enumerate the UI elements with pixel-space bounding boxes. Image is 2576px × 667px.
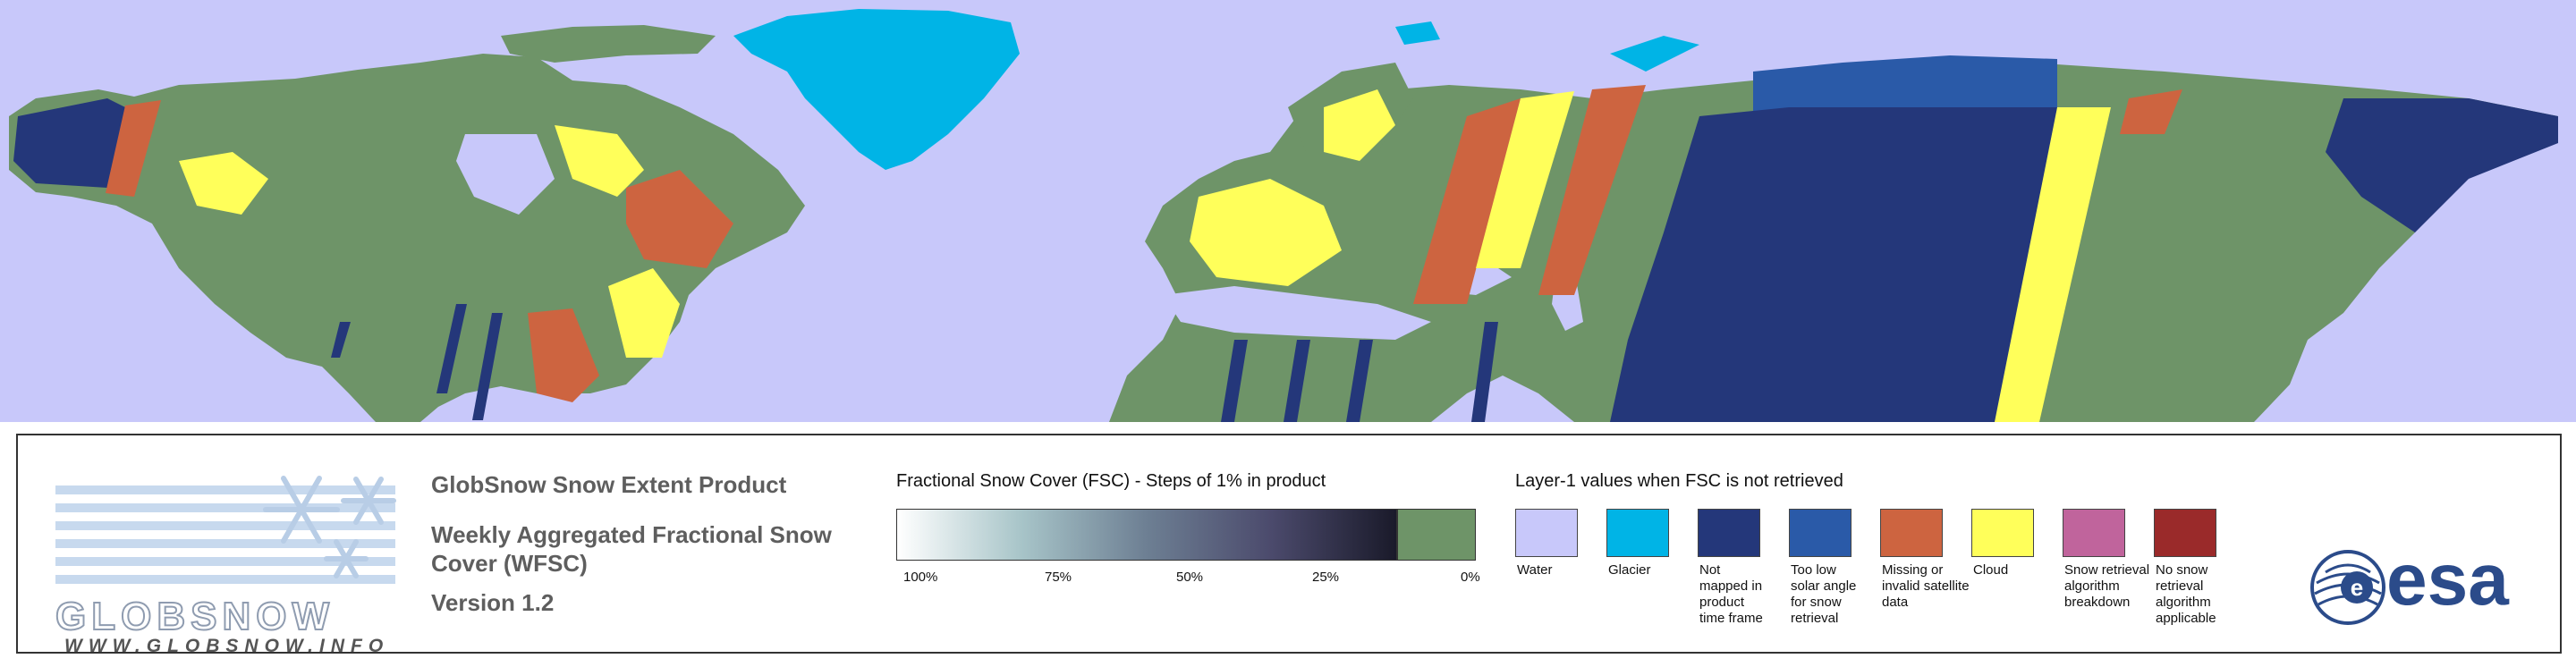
layer1-swatch (1971, 509, 2034, 557)
layer1-label-line: invalid satellite (1882, 578, 1970, 594)
africa-stripe-3 (1346, 340, 1373, 422)
esa-globe-icon: e (2310, 550, 2385, 625)
africa-stripe-2 (1284, 340, 1310, 422)
layer1-label-line: for snow (1791, 595, 1842, 610)
layer1-label-line: Water (1517, 562, 1553, 578)
layer1-label-line: data (1882, 595, 1909, 610)
layer1-label-line: retrieval (2156, 578, 2204, 594)
esa-logo: e esa (2308, 538, 2558, 637)
fsc-zero-swatch (1397, 509, 1476, 561)
fsc-tick: 75% (1045, 570, 1072, 585)
layer1-label-line: breakdown (2064, 595, 2131, 610)
layer1-swatch (1515, 509, 1578, 557)
us-stripe-3 (472, 313, 503, 420)
globsnow-logo: GLOBSNOW WWW.GLOBSNOW.INFO (38, 452, 404, 656)
layer1-heading: Layer-1 values when FSC is not retrieved (1515, 471, 1843, 491)
layer1-swatch-label: Glacier (1608, 562, 1698, 578)
globsnow-wordmark: GLOBSNOW (55, 594, 335, 639)
svalbard (1395, 21, 1440, 45)
fsc-tick: 100% (903, 570, 938, 585)
layer1-label-line: retrieval (1791, 611, 1839, 626)
layer1-swatch-label: Missing or invalid satellite data (1882, 562, 1971, 611)
us-cloud (608, 268, 680, 358)
legend-panel: GLOBSNOW WWW.GLOBSNOW.INFO GlobSnow Snow… (16, 434, 2562, 656)
layer1-swatch (1606, 509, 1669, 557)
layer1-swatch-label: Too low solar angle for snow retrieval (1791, 562, 1880, 627)
russia-missing-band-1 (1413, 98, 1521, 304)
layer1-label-line: Cloud (1973, 562, 2009, 578)
alaska-missing (106, 100, 161, 197)
layer1-label-line: mapped in (1699, 578, 1763, 594)
alaska-not-mapped (13, 98, 125, 188)
layer1-label-line: algorithm (2064, 578, 2120, 594)
product-subtitle-line1: Weekly Aggregated Fractional Snow (431, 521, 832, 548)
layer1-swatch (2063, 509, 2125, 557)
layer1-label-line: time frame (1699, 611, 1763, 626)
globsnow-url: WWW.GLOBSNOW.INFO (64, 636, 390, 656)
novaya-zemlya (1610, 36, 1699, 72)
scandinavia-cloud (1324, 89, 1395, 161)
greenland-glacier (733, 9, 1020, 170)
kamchatka-not-mapped (2326, 98, 2558, 232)
esa-wordmark: esa (2386, 539, 2509, 621)
russia-missing-band-2 (1538, 85, 1646, 295)
logo-stripe (55, 485, 395, 494)
europe-cloud (1190, 179, 1342, 286)
africa-stripe-4 (1471, 322, 1498, 422)
snowflake-icon (263, 476, 396, 578)
layer1-swatch-label: Cloud (1973, 562, 2063, 578)
layer1-swatch (2154, 509, 2216, 557)
fsc-gradient-bar (896, 509, 1397, 561)
layer1-label-line: Glacier (1608, 562, 1651, 578)
layer1-label-line: Snow retrieval (2064, 562, 2150, 578)
layer1-swatch-label: Not mapped in product time frame (1699, 562, 1789, 627)
fsc-tick: 50% (1176, 570, 1204, 585)
logo-stripe (55, 521, 395, 530)
mediterranean-sea (1163, 286, 1431, 340)
logo-stripe (55, 539, 395, 548)
map-svg (9, 9, 2558, 422)
logo-stripe (55, 575, 395, 584)
layer1-swatch-label: No snow retrieval algorithm applicable (2156, 562, 2245, 627)
fsc-tick: 0% (1461, 570, 1480, 585)
layer1-label-line: algorithm (2156, 595, 2211, 610)
japan-land (2281, 250, 2343, 340)
logo-stripe (55, 503, 395, 512)
layer1-label-line: No snow (2156, 562, 2208, 578)
east-asia-cloud-band (1995, 107, 2111, 422)
fsc-heading: Fractional Snow Cover (FSC) - Steps of 1… (896, 471, 1326, 491)
us-stripe-2 (436, 304, 467, 393)
canada-cloud-2 (555, 125, 644, 197)
product-version: Version 1.2 (431, 589, 555, 616)
asia-not-mapped-band (1610, 107, 2057, 422)
layer1-label-line: applicable (2156, 611, 2216, 626)
layer1-swatch (1880, 509, 1943, 557)
hudson-water (456, 134, 555, 215)
product-subtitle-line2: Cover (WFSC) (431, 550, 588, 577)
africa-stripe-1 (1221, 340, 1248, 422)
logo-stripe (55, 557, 395, 566)
east-siberia-missing (2120, 89, 2182, 134)
layer1-label-line: Not (1699, 562, 1721, 578)
layer1-swatch-label: Snow retrieval algorithm breakdown (2064, 562, 2154, 611)
layer1-swatch-label: Water (1517, 562, 1606, 578)
us-stripe-1 (331, 322, 351, 358)
svg-text:e: e (2351, 574, 2363, 601)
arctic-islands (501, 25, 716, 63)
layer1-swatch (1698, 509, 1760, 557)
snow-cover-map (0, 0, 2576, 422)
canada-cloud (179, 152, 268, 215)
russia-cloud-band (1476, 91, 1574, 268)
layer1-label-line: Missing or (1882, 562, 1944, 578)
us-missing (528, 308, 599, 402)
layer1-label-line: Too low (1791, 562, 1836, 578)
fsc-tick: 25% (1312, 570, 1340, 585)
canada-missing (626, 170, 733, 268)
layer1-swatch (1789, 509, 1852, 557)
layer1-label-line: solar angle (1791, 578, 1857, 594)
product-title: GlobSnow Snow Extent Product (431, 471, 787, 498)
layer1-label-line: product (1699, 595, 1745, 610)
